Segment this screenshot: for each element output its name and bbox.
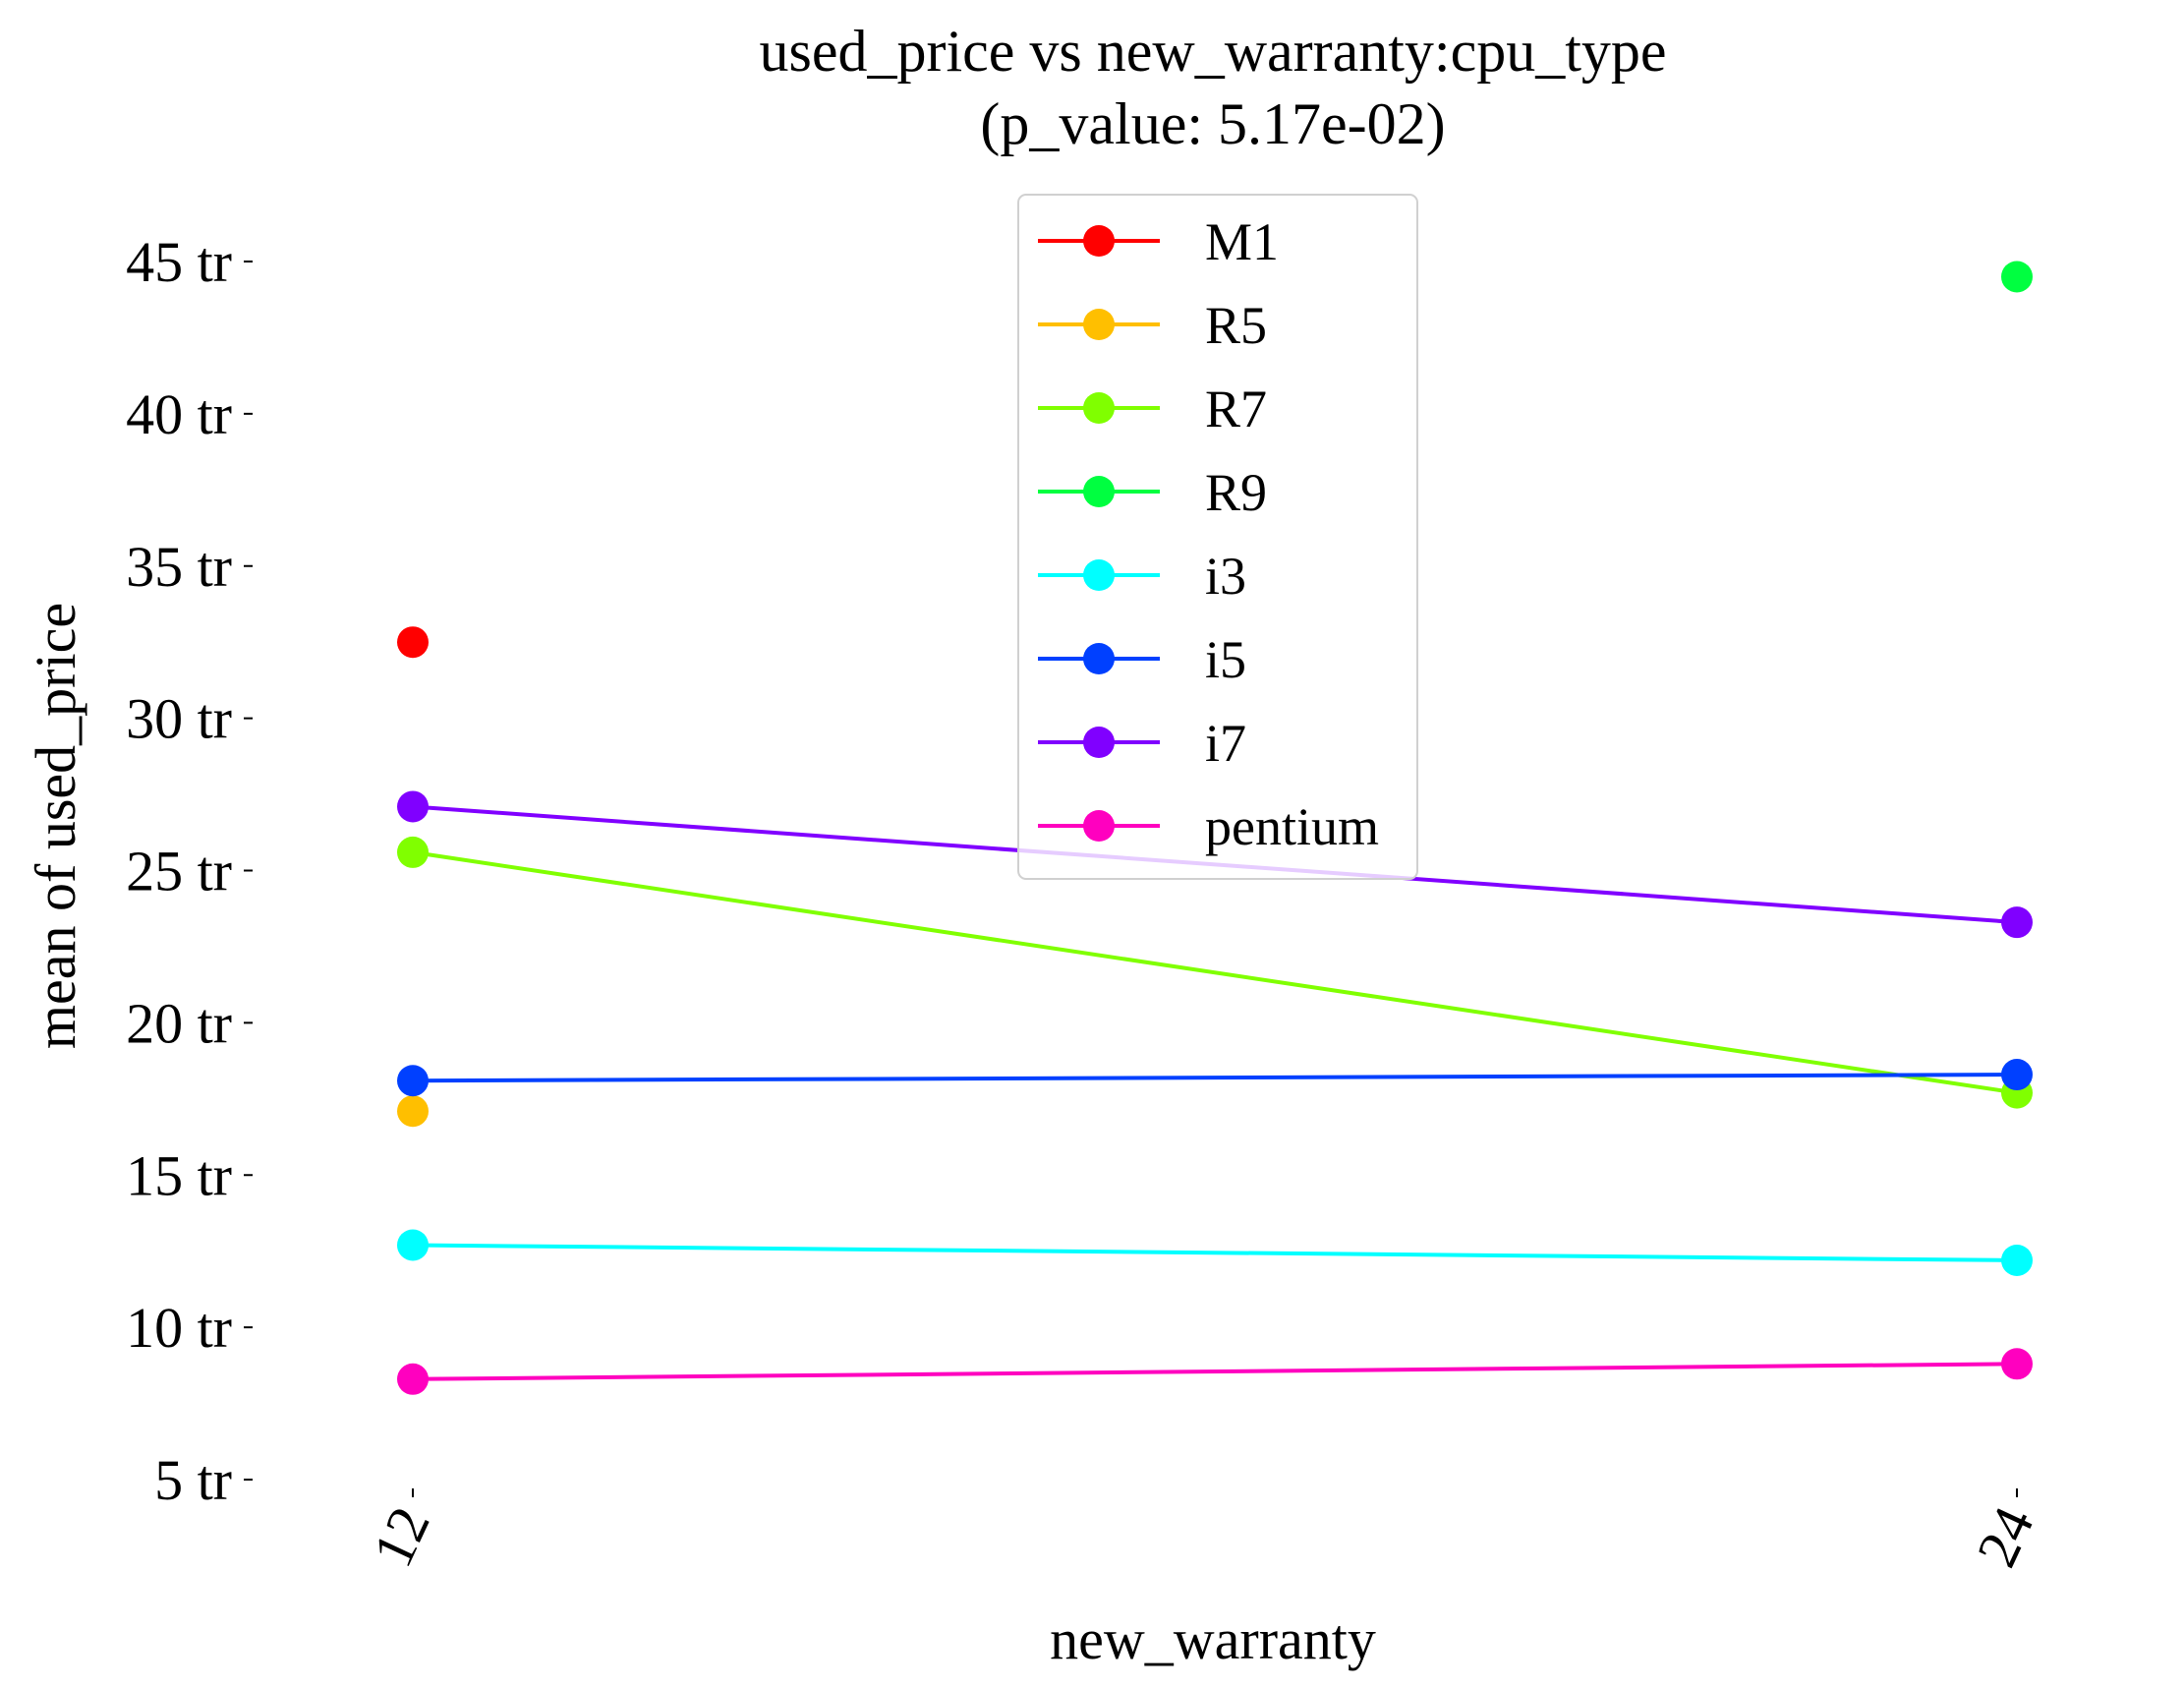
legend-label: R7 — [1205, 379, 1267, 438]
legend-swatch-marker — [1083, 727, 1115, 758]
legend-label: R5 — [1205, 296, 1267, 355]
legend-label: i3 — [1205, 547, 1246, 606]
data-point-R7 — [397, 836, 429, 868]
legend: M1 R5 R7 R9 i3 i5 i7 pentium — [1017, 194, 1418, 880]
y-tick-label: 25 tr — [126, 840, 232, 903]
legend-swatch-marker — [1083, 476, 1115, 507]
data-point-i3 — [2001, 1244, 2033, 1276]
y-tick-label: 45 tr — [126, 230, 232, 294]
chart-title: used_price vs new_warranty:cpu_type — [759, 19, 1666, 84]
legend-swatch-marker — [1083, 810, 1115, 842]
legend-swatch-marker — [1083, 225, 1115, 257]
data-point-i7 — [397, 790, 429, 823]
legend-swatch-marker — [1083, 309, 1115, 340]
y-tick-label: 40 tr — [126, 382, 232, 446]
data-point-i5 — [397, 1065, 429, 1097]
y-axis-ticks: 5 tr 10 tr 15 tr 20 tr 25 tr 30 tr 35 tr 40 tr 4… — [126, 230, 253, 1512]
data-point-pentium — [397, 1363, 429, 1395]
series-points — [397, 261, 2033, 1395]
data-point-R5 — [397, 1095, 429, 1128]
y-axis-label: mean of used_price — [24, 603, 87, 1049]
x-axis-label: new_warranty — [1050, 1607, 1376, 1671]
legend-swatch-marker — [1083, 643, 1115, 674]
legend-label: M1 — [1205, 212, 1279, 271]
chart-subtitle: (p_value: 5.17e-02) — [980, 91, 1445, 156]
legend-label: R9 — [1205, 463, 1267, 522]
x-axis-ticks: 12 24 — [360, 1488, 2046, 1576]
y-tick-label: 20 tr — [126, 991, 232, 1055]
data-point-i7 — [2001, 906, 2033, 939]
series-line-pentium — [412, 1362, 2018, 1381]
x-tick-label: 24 — [1964, 1497, 2045, 1576]
data-point-M1 — [397, 626, 429, 659]
x-tick-label: 12 — [360, 1497, 441, 1576]
y-tick-label: 10 tr — [126, 1296, 232, 1360]
y-tick-label: 15 tr — [126, 1143, 232, 1207]
data-point-i5 — [2001, 1059, 2033, 1091]
series-line-R7 — [412, 849, 2018, 1095]
legend-swatch-marker — [1083, 392, 1115, 424]
series-line-i3 — [412, 1243, 2018, 1262]
series-lines — [412, 804, 2018, 1381]
y-tick-label: 5 tr — [154, 1448, 232, 1512]
legend-label: i7 — [1205, 714, 1246, 773]
y-tick-label: 35 tr — [126, 535, 232, 599]
legend-label: pentium — [1205, 797, 1379, 856]
legend-label: i5 — [1205, 630, 1246, 689]
data-point-pentium — [2001, 1348, 2033, 1380]
series-line-i5 — [412, 1073, 2018, 1083]
legend-frame — [1017, 194, 1418, 880]
data-point-R9 — [2001, 261, 2033, 293]
legend-swatch-marker — [1083, 559, 1115, 591]
data-point-i3 — [397, 1229, 429, 1261]
y-tick-label: 30 tr — [126, 687, 232, 751]
